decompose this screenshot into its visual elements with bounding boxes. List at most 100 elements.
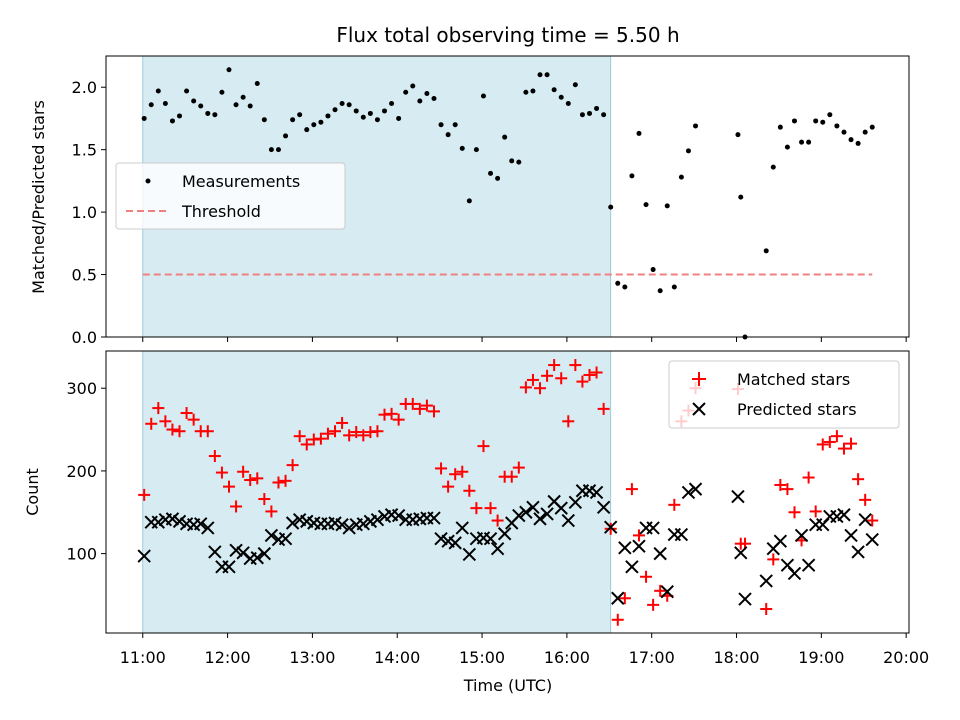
bottom-legend-box bbox=[668, 360, 900, 429]
predicted-star-point bbox=[561, 513, 575, 528]
measurement-point bbox=[738, 194, 744, 200]
measurement-point bbox=[813, 118, 819, 124]
predicted-star-stroke bbox=[674, 527, 689, 542]
predicted-star-point bbox=[483, 532, 498, 546]
measurement-point bbox=[438, 122, 444, 128]
predicted-star-stroke bbox=[759, 574, 773, 588]
measurement-point bbox=[332, 107, 338, 113]
x-tick-label: 18:00 bbox=[713, 648, 759, 667]
predicted-star-stroke bbox=[179, 517, 194, 531]
legend-measurements-marker bbox=[145, 178, 151, 184]
predicted-star-point bbox=[759, 574, 773, 588]
predicted-star-point bbox=[533, 512, 547, 526]
predicted-stars-points bbox=[137, 482, 879, 606]
matched-star-point bbox=[809, 505, 822, 518]
matched-star-point bbox=[293, 430, 306, 443]
predicted-star-stroke bbox=[582, 484, 597, 498]
predicted-star-point bbox=[391, 508, 406, 523]
x-tick-label: 20:00 bbox=[883, 648, 929, 667]
bottom-legend: Matched stars Predicted stars bbox=[668, 360, 900, 429]
predicted-star-point bbox=[568, 495, 583, 510]
measurement-point bbox=[141, 115, 147, 121]
matched-star-point bbox=[477, 440, 490, 453]
matched-star-point bbox=[350, 426, 363, 439]
measurement-point bbox=[346, 102, 352, 108]
matched-star-point bbox=[562, 415, 575, 428]
matched-star-point bbox=[279, 474, 292, 487]
matched-star-point bbox=[265, 505, 278, 518]
predicted-star-stroke bbox=[632, 539, 646, 553]
matched-star-point bbox=[597, 402, 610, 415]
predicted-star-stroke bbox=[618, 541, 632, 555]
predicted-star-point bbox=[618, 541, 632, 555]
predicted-star-point bbox=[554, 501, 568, 515]
measurement-point bbox=[261, 117, 267, 123]
predicted-star-stroke bbox=[194, 517, 208, 531]
predicted-star-point bbox=[632, 539, 646, 553]
predicted-star-point bbox=[653, 546, 667, 561]
predicted-star-stroke bbox=[229, 543, 243, 558]
measurement-point bbox=[488, 170, 494, 176]
measurement-point bbox=[247, 103, 253, 109]
matched-star-point bbox=[208, 450, 221, 463]
measurement-point bbox=[685, 148, 691, 154]
x-tick-label: 14:00 bbox=[374, 648, 420, 667]
predicted-star-point bbox=[201, 521, 215, 535]
matched-star-point bbox=[427, 405, 440, 418]
matched-star-point bbox=[519, 381, 532, 394]
bottom-shaded-region bbox=[142, 350, 612, 634]
predicted-star-point bbox=[738, 592, 752, 606]
measurement-point bbox=[565, 100, 571, 106]
predicted-star-point bbox=[734, 546, 748, 560]
matched-star-point bbox=[788, 506, 801, 519]
measurement-point bbox=[318, 119, 324, 125]
matched-star-point bbox=[541, 369, 554, 382]
measurement-points bbox=[141, 67, 875, 340]
predicted-star-point bbox=[208, 545, 222, 559]
matched-star-point bbox=[576, 375, 589, 388]
matched-star-point bbox=[505, 470, 518, 483]
matched-star-point bbox=[357, 429, 370, 442]
measurement-point bbox=[417, 98, 423, 104]
predicted-star-point bbox=[512, 508, 526, 523]
measurement-point bbox=[855, 140, 861, 146]
predicted-star-stroke bbox=[391, 508, 406, 523]
matched-star-point bbox=[569, 359, 582, 372]
predicted-star-stroke bbox=[865, 532, 879, 547]
y-tick-label: 300 bbox=[66, 379, 97, 398]
matched-star-point bbox=[781, 483, 794, 496]
predicted-star-point bbox=[801, 558, 816, 572]
matched-star-point bbox=[816, 438, 829, 451]
predicted-star-stroke bbox=[490, 541, 505, 556]
predicted-star-point bbox=[257, 546, 272, 561]
matched-star-point bbox=[222, 480, 235, 493]
measurement-point bbox=[219, 89, 225, 95]
measurement-point bbox=[862, 129, 868, 135]
measurement-point bbox=[622, 284, 628, 290]
predicted-star-stroke bbox=[688, 482, 703, 496]
measurement-point bbox=[586, 110, 592, 116]
predicted-star-stroke bbox=[589, 485, 604, 500]
measurement-point bbox=[806, 139, 812, 145]
measurement-point bbox=[530, 88, 536, 94]
measurement-point bbox=[480, 93, 486, 99]
predicted-star-stroke bbox=[356, 517, 371, 531]
predicted-star-stroke bbox=[844, 528, 858, 543]
predicted-star-point bbox=[596, 500, 611, 515]
matched-star-point bbox=[484, 502, 497, 515]
predicted-star-point bbox=[688, 482, 703, 496]
measurement-point bbox=[643, 202, 649, 208]
matched-star-point bbox=[866, 514, 879, 527]
matched-star-point bbox=[435, 462, 448, 475]
predicted-star-point bbox=[773, 534, 788, 548]
measurement-point bbox=[297, 112, 303, 118]
measurement-point bbox=[403, 89, 409, 95]
predicted-star-point bbox=[455, 521, 469, 535]
matched-star-point bbox=[767, 553, 780, 566]
predicted-star-stroke bbox=[328, 516, 342, 530]
bottom-y-ticks: 100 200 300 bbox=[66, 379, 106, 564]
predicted-star-point bbox=[844, 528, 858, 543]
predicted-star-stroke bbox=[264, 528, 279, 543]
measurement-point bbox=[177, 113, 183, 119]
measurement-point bbox=[162, 100, 168, 106]
